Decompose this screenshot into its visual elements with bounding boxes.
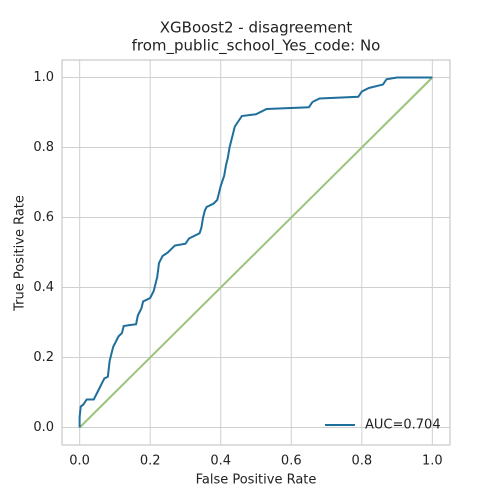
chart-title: XGBoost2 - disagreement <box>160 19 353 37</box>
chart-title: from_public_school_Yes_code: No <box>132 37 381 56</box>
roc-line <box>78 76 433 428</box>
y-axis-label: True Positive Rate <box>13 195 28 312</box>
x-tick-label: 0.4 <box>210 454 231 469</box>
legend-label: AUC=0.704 <box>365 418 441 433</box>
roc-line <box>78 76 434 429</box>
y-tick-label: 0.4 <box>33 280 54 295</box>
y-tick-label: 0.0 <box>33 420 54 435</box>
y-tick-label: 0.6 <box>33 210 54 225</box>
x-tick-label: 1.0 <box>422 454 443 469</box>
y-tick-label: 0.8 <box>33 140 54 155</box>
plot-frame <box>61 59 451 446</box>
x-axis-label: False Positive Rate <box>196 473 317 488</box>
x-tick-label: 0.6 <box>281 454 302 469</box>
y-tick-label: 0.2 <box>33 350 54 365</box>
y-tick-label: 1.0 <box>33 70 54 85</box>
x-tick-label: 0.8 <box>351 454 372 469</box>
x-tick-label: 0.2 <box>140 454 161 469</box>
x-tick-label: 0.0 <box>69 454 90 469</box>
